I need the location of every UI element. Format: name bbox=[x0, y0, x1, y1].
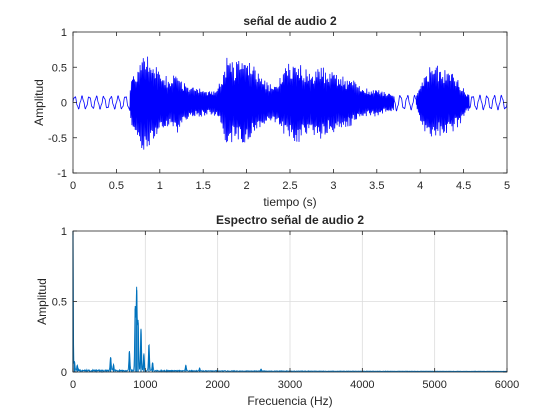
spectrum-plot-xlabel: Frecuencia (Hz) bbox=[247, 394, 332, 408]
y-tick-label: 0 bbox=[61, 367, 67, 379]
x-tick-label: 1000 bbox=[133, 379, 157, 391]
y-tick-label: 1 bbox=[61, 27, 67, 39]
x-tick-label: 3 bbox=[330, 180, 336, 192]
y-tick-label: 1 bbox=[61, 226, 67, 238]
spectrum-plot-title: Espectro señal de audio 2 bbox=[216, 213, 364, 227]
x-tick-label: 1.5 bbox=[196, 180, 211, 192]
time-plot-title: señal de audio 2 bbox=[243, 14, 337, 28]
x-tick-label: 2 bbox=[244, 180, 250, 192]
spectrum-grid bbox=[73, 231, 507, 372]
time-plot-xlabel: tiempo (s) bbox=[263, 195, 316, 209]
spectrum-axes: 0 1000 2000 3000 4000 5000 6000 0 0.5 1 Espectro … bbox=[35, 213, 519, 408]
spectrum-axis-ticks: 0 1000 2000 3000 4000 5000 6000 0 0.5 1 bbox=[52, 226, 520, 391]
y-tick-label: 0 bbox=[61, 98, 67, 110]
x-tick-label: 4.5 bbox=[456, 180, 471, 192]
y-tick-label: 0.5 bbox=[52, 297, 67, 309]
x-tick-label: 4 bbox=[417, 180, 423, 192]
x-tick-label: 3000 bbox=[278, 379, 302, 391]
x-tick-label: 0 bbox=[70, 379, 76, 391]
x-tick-label: 3.5 bbox=[369, 180, 384, 192]
x-tick-label: 0 bbox=[70, 180, 76, 192]
spectrum-plot-ylabel: Amplitud bbox=[35, 278, 49, 325]
time-plot-frame bbox=[72, 31, 508, 174]
y-tick-label: -1 bbox=[57, 168, 67, 180]
spectrum-plot-frame bbox=[72, 230, 508, 373]
waveform-line bbox=[72, 56, 508, 150]
x-tick-label: 2000 bbox=[205, 379, 229, 391]
x-tick-label: 5000 bbox=[422, 379, 446, 391]
x-tick-label: 6000 bbox=[495, 379, 519, 391]
x-tick-label: 5 bbox=[504, 180, 510, 192]
time-axis-ticks: 0 0.5 1 1.5 2 2.5 3 3.5 4 4.5 5 -1 -0.5 0 0.5 1 bbox=[48, 27, 510, 192]
y-tick-label: 0.5 bbox=[52, 62, 67, 74]
x-tick-label: 2.5 bbox=[282, 180, 297, 192]
y-tick-label: -0.5 bbox=[48, 133, 67, 145]
x-tick-label: 4000 bbox=[350, 379, 374, 391]
time-plot-ylabel: Amplitud bbox=[32, 79, 46, 126]
x-tick-label: 0.5 bbox=[109, 180, 124, 192]
time-signal-axes: 0 0.5 1 1.5 2 2.5 3 3.5 4 4.5 5 -1 -0.5 0 0.5 1 señal d… bbox=[32, 14, 510, 209]
time-signal-waveform bbox=[72, 56, 508, 150]
x-tick-label: 1 bbox=[157, 180, 163, 192]
